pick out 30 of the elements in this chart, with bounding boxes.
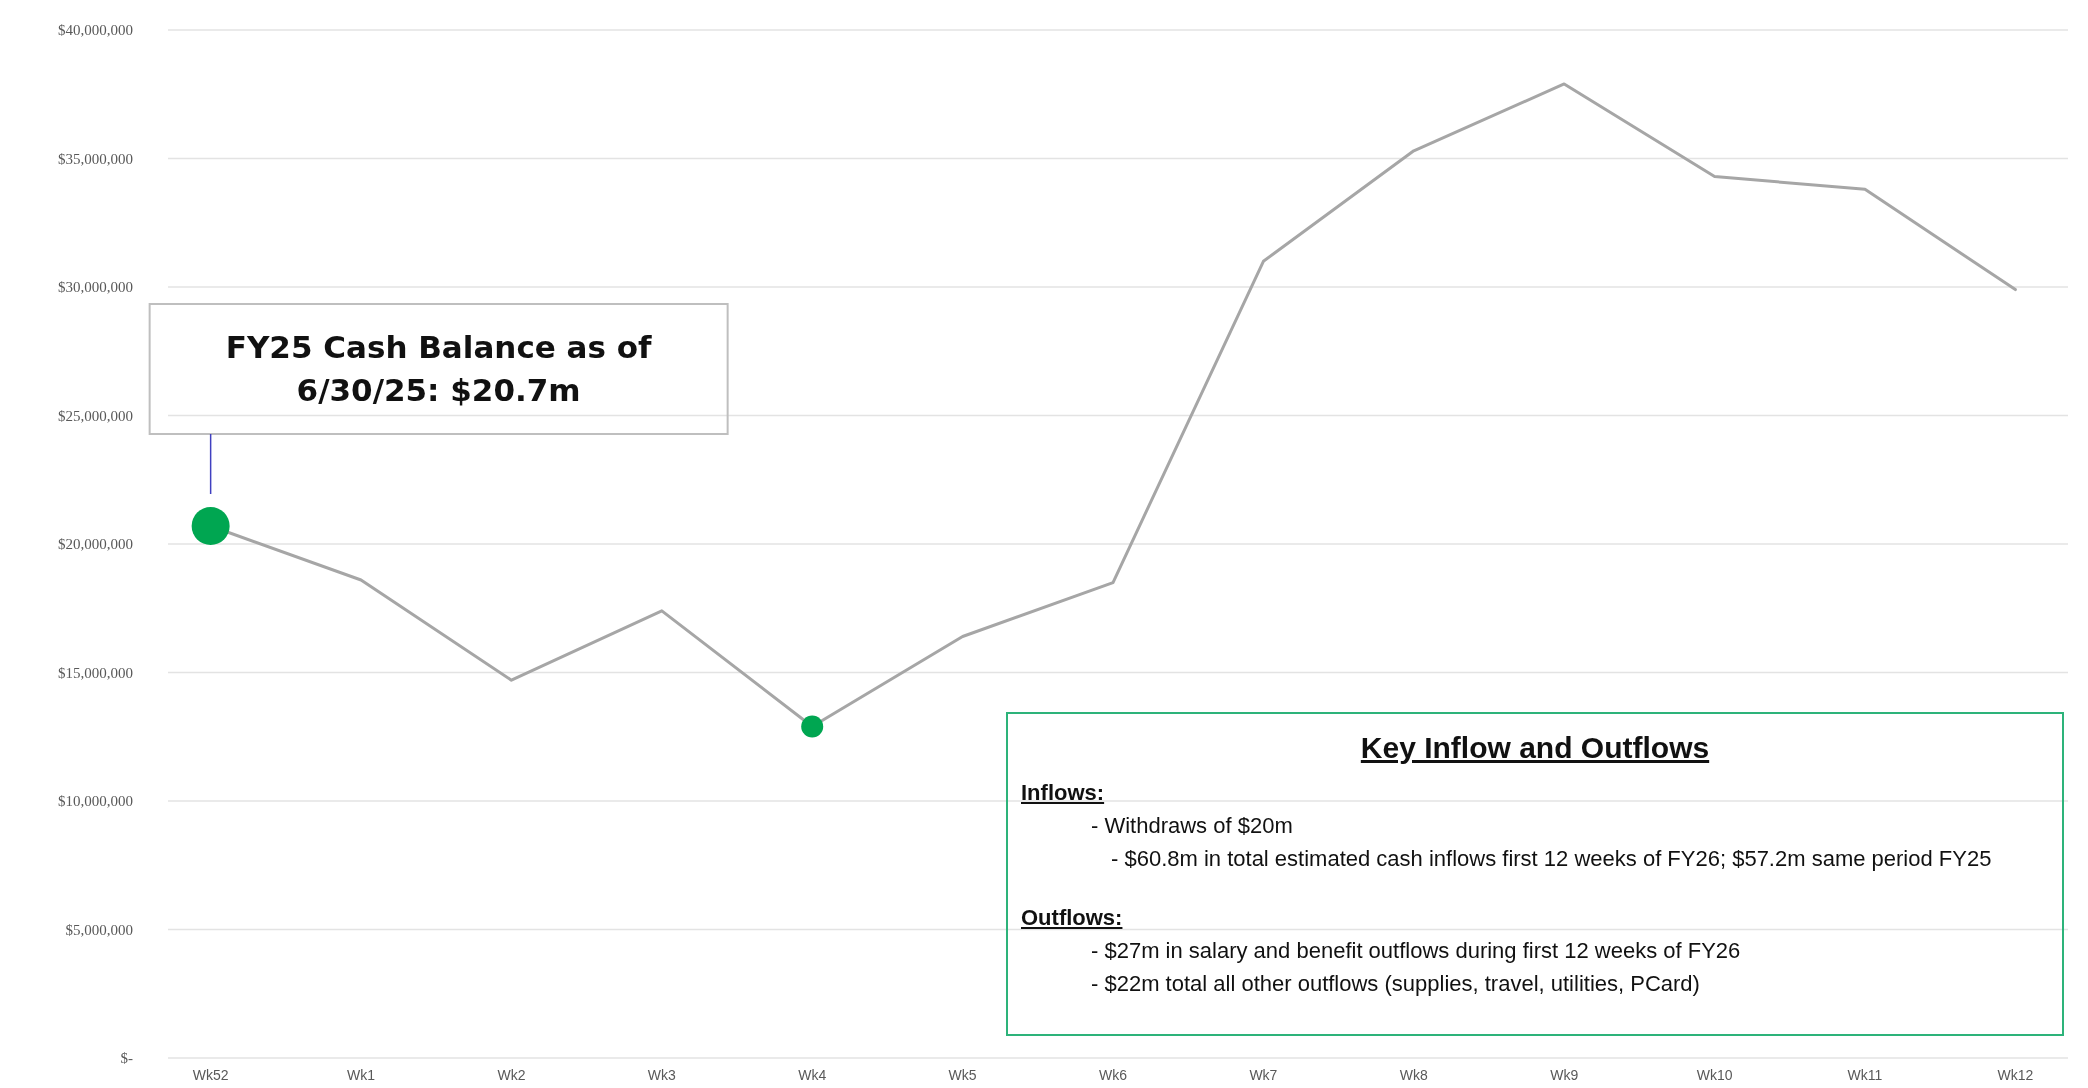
x-tick-label: Wk7 — [1249, 1067, 1278, 1083]
annotation: - Withdraws of $20m — [1090, 812, 1294, 840]
x-tick-label: Wk8 — [1399, 1067, 1428, 1083]
y-tick-label: $- — [120, 1050, 133, 1067]
x-tick-label: Wk6 — [1099, 1067, 1128, 1083]
y-tick-label: $30,000,000 — [58, 279, 133, 296]
x-tick-label: Wk12 — [1997, 1067, 2034, 1083]
y-tick-label: $20,000,000 — [58, 536, 133, 553]
x-tick-label: Wk3 — [647, 1067, 677, 1083]
y-tick-label: $5,000,000 — [65, 921, 133, 938]
annotation: Key Inflow and Outflows — [1359, 730, 1711, 766]
x-tick-label: Wk52 — [192, 1067, 229, 1083]
annotation: FY25 Cash Balance as of 6/30/25: $20.7m — [151, 306, 726, 432]
y-tick-label: $35,000,000 — [58, 150, 133, 167]
x-tick-label: Wk11 — [1847, 1067, 1883, 1083]
annotation: Outflows: — [1021, 904, 1124, 932]
annotation: - $27m in salary and benefit outflows during first 12 weeks of FY26 — [1090, 937, 1742, 965]
x-tick-label: Wk2 — [497, 1067, 526, 1083]
y-tick-label: $10,000,000 — [58, 793, 133, 810]
x-tick-label: Wk9 — [1550, 1067, 1579, 1083]
y-tick-label: $15,000,000 — [58, 664, 133, 681]
y-tick-label: $25,000,000 — [58, 407, 133, 424]
annotation: - $22m total all other outflows (supplies, travel, utilities, PCard) — [1090, 970, 1701, 998]
x-tick-label: Wk5 — [948, 1067, 977, 1083]
annotation: - $60.8m in total estimated cash inflows first 12 weeks of FY26; $57.2m same period FY25 — [1110, 845, 1993, 873]
annotation: Inflows: — [1021, 779, 1106, 807]
x-tick-label: Wk1 — [347, 1067, 376, 1083]
x-tick-label: Wk4 — [798, 1067, 827, 1083]
x-tick-label: Wk10 — [1696, 1067, 1733, 1083]
y-tick-label: $40,000,000 — [58, 22, 133, 39]
